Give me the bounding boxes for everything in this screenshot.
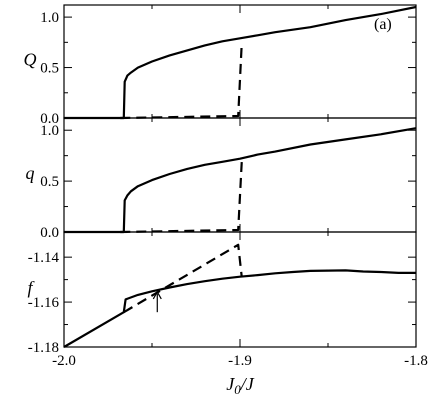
y-tick-label: -1.18 [28,340,59,356]
x-tick-label: -1.9 [228,353,252,369]
y-tick-label: -1.16 [28,295,60,311]
y-axis-title-f: f [27,278,35,298]
y-tick-label: 1.0 [40,10,59,26]
y-tick-label: 0.5 [40,61,59,77]
series-solid-line [64,127,417,234]
x-axis-title: J0/J [226,374,255,397]
y-tick-label: 1.0 [40,123,59,139]
panel-tag: (a) [374,16,392,33]
y-tick-label: 0.0 [40,225,59,241]
y-tick-label: -1.14 [28,250,60,266]
x-tick-label: -1.8 [404,353,428,369]
y-tick-label: 0.5 [40,174,59,190]
series-dashed-line [120,42,243,120]
y-axis-title-Q: Q [24,50,37,70]
series-solid-line [64,5,417,120]
panel-q: 0.0 0.5 1.0 q [26,117,417,241]
y-axis-title-q: q [26,163,35,183]
x-axis-title-main: J [226,374,235,394]
series-solid-line [63,269,416,348]
x-axis-title-subscript: 0 [234,382,241,397]
y-tick-label: 0.0 [40,111,59,127]
series-dashed-line [120,160,243,234]
panel-Q: 0.0 0.5 1.0 Q [24,4,417,127]
panel-f: -1.18 -1.16 -1.14 f [27,231,417,356]
series-dashed-line [123,243,243,314]
chart-panels: 0.0 0.5 1.0 Q 0.0 0.5 1.0 q -1.18 -1.16 -1.14 f -2.0… [24,4,428,369]
panel-frame [63,231,417,348]
arrow-head [152,291,162,300]
x-axis-title-tail: /J [240,374,255,394]
x-tick-label: -2.0 [52,353,76,369]
